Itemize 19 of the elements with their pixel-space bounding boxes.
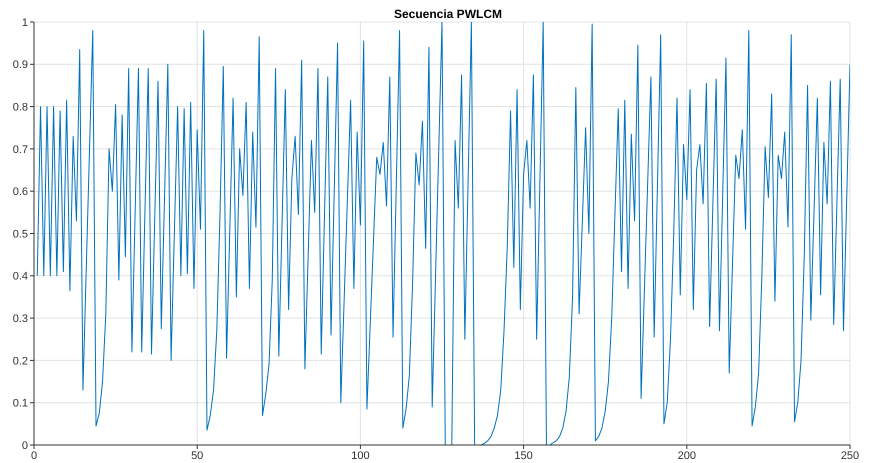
x-tick-label: 100: [351, 450, 370, 462]
y-tick-label: 0: [22, 440, 28, 452]
y-tick-label: 0.8: [12, 102, 28, 114]
y-tick-label: 0.6: [12, 186, 28, 198]
x-tick-label: 50: [191, 450, 204, 462]
y-tick-label: 0.1: [12, 398, 28, 410]
y-tick-label: 0.3: [12, 313, 28, 326]
chart-title: Secuencia PWLCM: [394, 7, 502, 21]
y-tick-label: 0.4: [12, 270, 28, 283]
y-tick-label: 0.9: [12, 59, 28, 72]
y-tick-label: 1: [22, 16, 28, 29]
y-tick-label: 0.2: [12, 355, 28, 368]
x-tick-label: 250: [840, 450, 860, 462]
x-tick-label: 0: [30, 450, 38, 462]
x-tick-label: 150: [514, 450, 533, 462]
x-tick-label: 200: [678, 450, 696, 462]
y-tick-label: 0.7: [12, 144, 28, 156]
y-tick-label: 0.5: [12, 228, 28, 240]
line-series: [36, 22, 850, 445]
